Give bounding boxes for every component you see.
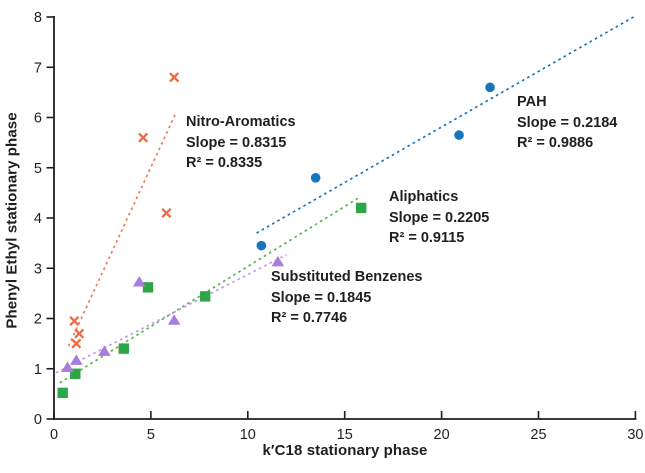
y-axis-title: Phenyl Ethyl stationary phase (3, 112, 21, 329)
annotation-line: Slope = 0.8315 (186, 134, 287, 151)
data-point-aliphatics (118, 343, 129, 354)
y-tick-label: 7 (34, 60, 42, 76)
data-point-nitro-aromatics (69, 315, 80, 327)
x-tick-label: 30 (627, 427, 643, 443)
annotation-line: R² = 0.9115 (389, 230, 465, 246)
annotation-nitro-aromatics: Nitro-Aromatics Slope = 0.8315 R² = 0.8335 (186, 112, 296, 174)
annotation-line: Aliphatics (389, 189, 459, 205)
x-tick-label: 5 (147, 427, 155, 443)
y-tick-label: 1 (34, 362, 42, 378)
data-point-substituted-benzenes (61, 361, 74, 372)
annotation-line: R² = 0.8335 (186, 155, 263, 171)
data-point-aliphatics (70, 368, 81, 379)
annotation-line: Slope = 0.2184 (517, 114, 618, 131)
data-point-nitro-aromatics (74, 328, 85, 339)
x-tick-label: 20 (434, 427, 450, 443)
x-tick-label: 10 (240, 427, 256, 443)
data-point-pah (485, 82, 495, 93)
data-point-nitro-aromatics (169, 72, 180, 83)
data-point-substituted-benzenes (132, 276, 146, 287)
annotation-line: PAH (517, 94, 547, 110)
data-point-pah (310, 173, 321, 183)
trendline-pah (256, 16, 634, 234)
trendline-aliphatics (59, 196, 361, 384)
y-tick-label: 5 (34, 161, 42, 177)
y-tick-label: 8 (34, 10, 42, 26)
data-point-aliphatics (57, 387, 68, 399)
annotation-line: Nitro-Aromatics (186, 114, 296, 130)
data-point-nitro-aromatics (71, 338, 82, 349)
data-point-nitro-aromatics (161, 207, 172, 218)
x-tick-label: 0 (50, 427, 58, 443)
y-tick-label: 2 (34, 312, 42, 328)
trendline-nitro-aromatics (67, 112, 177, 347)
x-axis-title: k′C18 stationary phase (262, 442, 428, 459)
trendline-substituted-benzenes (55, 253, 287, 374)
data-point-substituted-benzenes (69, 354, 83, 365)
annotation-line: R² = 0.9886 (517, 135, 594, 151)
annotation-line: R² = 0.7746 (271, 310, 348, 326)
data-point-pah (256, 240, 267, 251)
y-tick-label: 3 (34, 261, 42, 277)
x-tick-label: 25 (530, 427, 546, 443)
y-tick-label: 0 (34, 412, 42, 428)
data-point-aliphatics (142, 282, 154, 293)
data-point-aliphatics (355, 202, 367, 214)
data-point-pah (454, 130, 464, 140)
annotation-line: Slope = 0.1845 (271, 289, 372, 306)
annotation-aliphatics: Aliphatics Slope = 0.2205 R² = 0.9115 (389, 187, 489, 249)
data-point-substituted-benzenes (271, 255, 285, 267)
y-tick-label: 6 (34, 111, 42, 127)
annotation-substituted-benzenes: Substituted Benzenes Slope = 0.1845 R² = 0… (271, 267, 422, 329)
data-point-substituted-benzenes (98, 345, 111, 356)
annotation-line: Slope = 0.2205 (389, 209, 490, 226)
data-point-nitro-aromatics (138, 132, 149, 143)
data-point-substituted-benzenes (167, 314, 181, 325)
annotation-pah: PAH Slope = 0.2184 R² = 0.9886 (517, 92, 617, 154)
data-point-aliphatics (199, 291, 211, 302)
y-tick-label: 4 (34, 211, 42, 227)
x-tick-label: 15 (337, 427, 353, 443)
annotation-line: Substituted Benzenes (271, 269, 423, 285)
